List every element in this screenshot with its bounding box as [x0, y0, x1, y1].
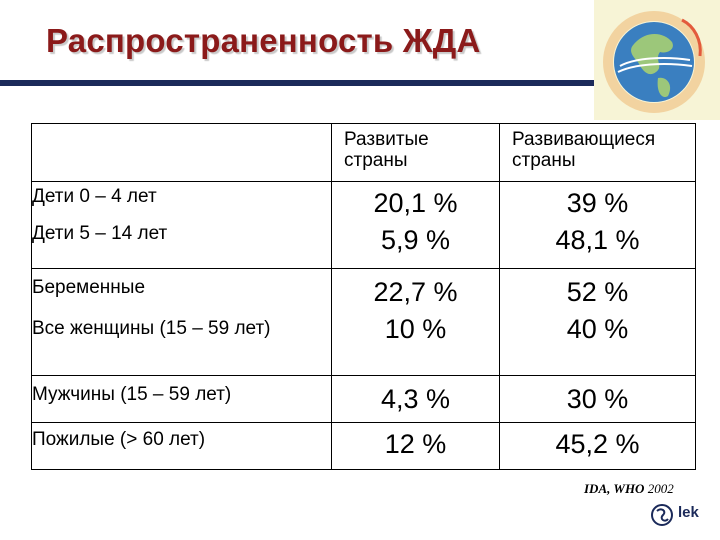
source-year: 2002 — [647, 481, 674, 496]
header-developed-line1: Развитые — [344, 129, 429, 150]
header-developing-line2: страны — [512, 150, 576, 171]
title-underline — [0, 80, 600, 86]
prevalence-table: Развитые страны Развивающиеся страны Дет… — [31, 123, 696, 470]
value-developed: 10 % — [384, 314, 447, 344]
value-developed: 12 % — [384, 429, 447, 459]
row-label: Все женщины (15 – 59 лет) — [32, 318, 271, 339]
value-developed: 22,7 % — [373, 277, 458, 307]
value-developed: 4,3 % — [380, 384, 451, 414]
source-citation: IDA, WHO 2002 — [584, 481, 674, 497]
header-developing-line1: Развивающиеся — [512, 129, 656, 150]
row-label: Пожилые (> 60 лет) — [32, 429, 206, 450]
lek-logo-icon — [651, 504, 673, 526]
table-row-group-elderly: Пожилые (> 60 лет) 12 % 45,2 % — [31, 422, 696, 470]
table-row-group-women: Беременные Все женщины (15 – 59 лет) 22,… — [31, 268, 696, 376]
row-label: Мужчины (15 – 59 лет) — [32, 384, 232, 405]
header-row: Развитые страны Развивающиеся страны — [31, 123, 696, 182]
row-label: Беременные — [32, 277, 146, 298]
header-developed-line2: страны — [344, 150, 408, 171]
value-developing: 48,1 % — [555, 225, 640, 255]
page-title: Распространенность ЖДА — [46, 22, 481, 59]
value-developing: 45,2 % — [555, 429, 640, 459]
value-developed: 20,1 % — [373, 188, 458, 218]
globe-icon — [594, 0, 720, 120]
value-developing: 39 % — [566, 188, 629, 218]
header-developed: Развитые страны — [331, 123, 500, 182]
source-name: IDA, WHO — [584, 481, 645, 496]
header-developing: Развивающиеся страны — [499, 123, 696, 182]
value-developing: 40 % — [566, 314, 629, 344]
logo-text: lek — [678, 504, 699, 521]
row-label: Дети 5 – 14 лет — [32, 223, 168, 244]
table-row-group-men: Мужчины (15 – 59 лет) 4,3 % 30 % — [31, 375, 696, 423]
value-developing: 52 % — [566, 277, 629, 307]
value-developing: 30 % — [566, 384, 629, 414]
table-row-group-children: Дети 0 – 4 лет Дети 5 – 14 лет 20,1 % 5,… — [31, 181, 696, 269]
value-developed: 5,9 % — [380, 225, 451, 255]
header-empty-cell — [31, 123, 332, 182]
row-label: Дети 0 – 4 лет — [32, 186, 157, 207]
